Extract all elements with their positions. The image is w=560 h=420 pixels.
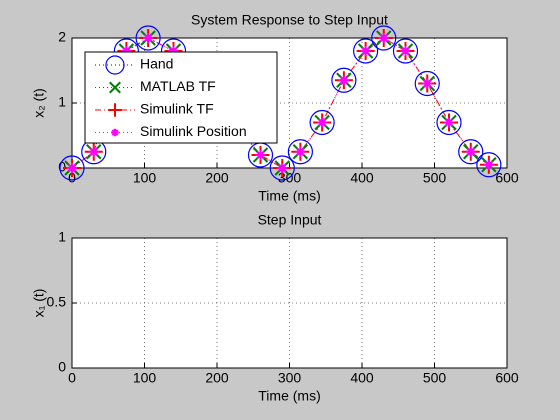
legend-marker: [105, 55, 125, 75]
x-tick-label: 600: [495, 370, 519, 386]
x-tick-label: 500: [423, 170, 447, 186]
marker-star: [400, 46, 411, 56]
marker-circle: [135, 25, 161, 51]
marker-star: [168, 46, 179, 56]
x-tick-label: 200: [205, 170, 229, 186]
legend-box: [84, 51, 278, 144]
marker-star: [422, 78, 433, 89]
marker-star: [277, 163, 288, 173]
legend-label: Hand: [140, 56, 173, 72]
marker-circle: [476, 152, 502, 178]
x-axis-label: Time (ms): [258, 188, 320, 204]
marker-star: [317, 117, 328, 128]
legend-marker: [109, 81, 121, 94]
legend-marker: [111, 128, 119, 137]
legend-marker: [108, 103, 122, 117]
marker-star: [378, 33, 389, 43]
marker-circle: [287, 139, 313, 165]
axes: 0 100 200 300 400 500 600 0 0.5 1 Step Input Time (…: [31, 212, 519, 404]
legend: Hand MATLAB TF Simulink TF Simulink Positio…: [84, 51, 278, 144]
x-tick-label: 100: [133, 170, 157, 186]
y-tick-label: 2: [58, 29, 66, 45]
marker-star: [143, 33, 154, 43]
marker-circle: [414, 70, 440, 97]
marker-star: [121, 46, 132, 56]
x-tick-label: 0: [68, 170, 76, 186]
marker-star: [483, 159, 494, 170]
x-tick-label: 100: [133, 370, 157, 386]
marker-circle: [331, 67, 357, 93]
marker-star: [88, 146, 99, 157]
y-tick-label: 1: [58, 229, 66, 245]
legend-label: Simulink TF: [140, 101, 214, 117]
marker-star: [444, 117, 454, 128]
marker-star: [295, 146, 306, 157]
chart-title: Step Input: [258, 212, 322, 228]
marker-star: [67, 163, 77, 173]
y-tick-label: 0: [58, 359, 66, 375]
x-tick-label: 200: [205, 370, 229, 386]
marker-circle: [392, 38, 419, 64]
marker-star: [465, 146, 476, 157]
y-axis-label: x₁ (t): [31, 289, 47, 318]
axes-box: [71, 237, 508, 369]
x-tick-label: 300: [278, 370, 302, 386]
marker-circle: [309, 109, 335, 136]
marker-circle: [353, 38, 379, 64]
marker-star: [338, 75, 349, 86]
marker-star: [255, 150, 266, 160]
marker-circle: [269, 155, 295, 181]
marker-circle: [436, 109, 462, 136]
marker-circle: [371, 25, 397, 51]
legend-label: MATLAB TF: [140, 78, 216, 94]
y-tick-label: 0: [58, 159, 66, 175]
chart-title: System Response to Step Input: [191, 12, 388, 28]
x-tick-label: 400: [350, 370, 374, 386]
y-axis-label: x₂ (t): [31, 88, 47, 118]
y-tick-label: 0.5: [47, 294, 67, 310]
marker-star: [360, 46, 371, 56]
x-tick-label: 500: [423, 370, 447, 386]
x-tick-label: 0: [68, 370, 76, 386]
marker-circle: [59, 155, 85, 181]
marker-circle: [458, 139, 484, 165]
x-tick-label: 400: [350, 170, 374, 186]
x-axis-label: Time (ms): [258, 388, 320, 404]
x-tick-label: 600: [495, 170, 519, 186]
y-tick-label: 1: [58, 94, 66, 110]
legend-label: Simulink Position: [140, 123, 247, 139]
